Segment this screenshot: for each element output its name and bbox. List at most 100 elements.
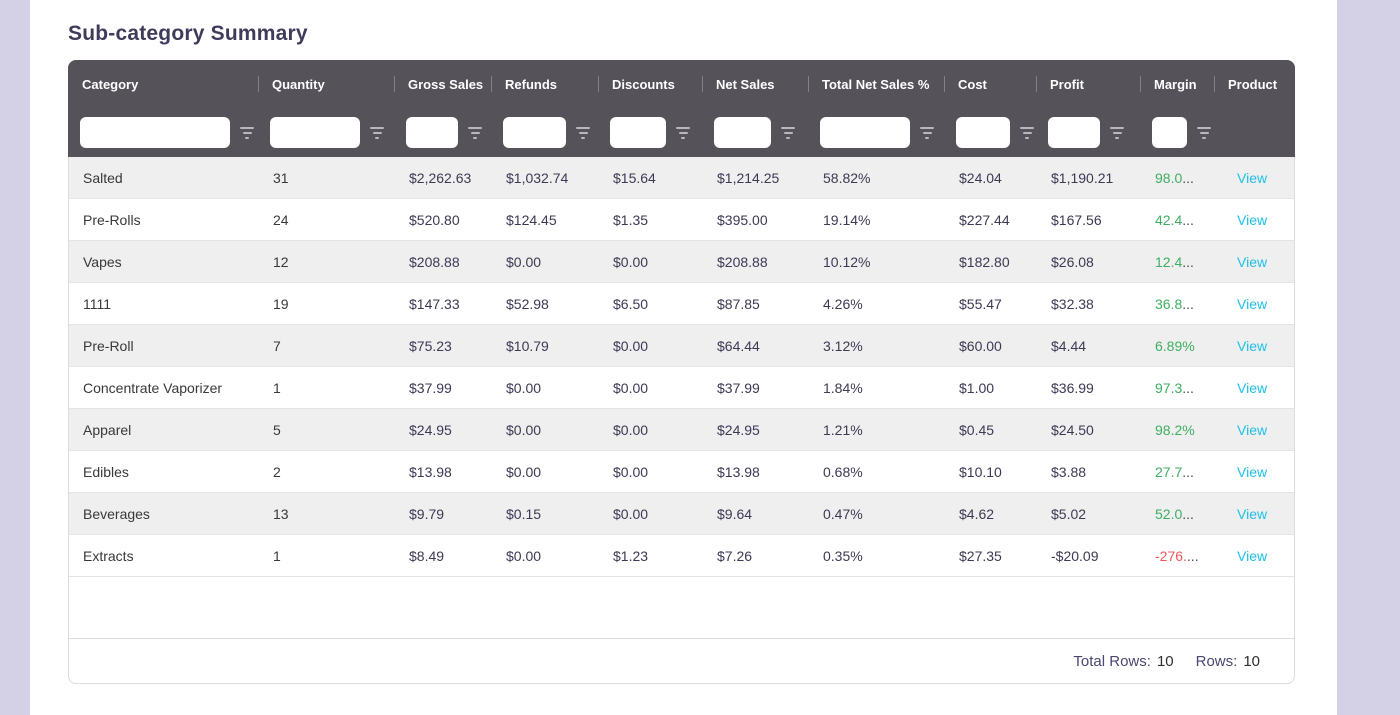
cell-profit: $4.44 xyxy=(1037,338,1141,354)
cell-gross-sales: $520.80 xyxy=(395,212,492,228)
view-product-link[interactable]: View xyxy=(1237,380,1267,396)
cell-net-sales: $7.26 xyxy=(703,548,809,564)
table-row: Salted31$2,262.63$1,032.74$15.64$1,214.2… xyxy=(69,157,1294,199)
view-product-link[interactable]: View xyxy=(1237,506,1267,522)
filter-icon[interactable] xyxy=(1197,127,1211,139)
view-product-link[interactable]: View xyxy=(1237,212,1267,228)
column-header-discounts[interactable]: Discounts xyxy=(598,60,702,108)
filter-icon[interactable] xyxy=(370,127,384,139)
cell-margin: 97.3... xyxy=(1141,380,1215,396)
cell-gross-sales: $208.88 xyxy=(395,254,492,270)
cell-category: Apparel xyxy=(69,422,259,438)
cell-gross-sales: $8.49 xyxy=(395,548,492,564)
filter-cell-product xyxy=(1214,108,1295,157)
cell-category: Beverages xyxy=(69,506,259,522)
filter-icon[interactable] xyxy=(240,127,254,139)
cell-net-sales: $208.88 xyxy=(703,254,809,270)
cell-category: Salted xyxy=(69,170,259,186)
view-product-link[interactable]: View xyxy=(1237,422,1267,438)
cell-product: View xyxy=(1215,296,1296,312)
cell-margin: 27.7... xyxy=(1141,464,1215,480)
table-row: Edibles2$13.98$0.00$0.00$13.980.68%$10.1… xyxy=(69,451,1294,493)
cell-gross-sales: $24.95 xyxy=(395,422,492,438)
column-header-net-sales[interactable]: Net Sales xyxy=(702,60,808,108)
cell-quantity: 1 xyxy=(259,548,395,564)
margin-value: 98.2% xyxy=(1155,422,1195,438)
cell-refunds: $0.00 xyxy=(492,422,599,438)
column-header-refunds[interactable]: Refunds xyxy=(491,60,598,108)
column-header-gross-sales[interactable]: Gross Sales xyxy=(394,60,491,108)
table-row: Pre-Roll7$75.23$10.79$0.00$64.443.12%$60… xyxy=(69,325,1294,367)
filter-icon[interactable] xyxy=(676,127,690,139)
cell-margin: 36.8... xyxy=(1141,296,1215,312)
cell-cost: $227.44 xyxy=(945,212,1037,228)
filter-input-net-sales[interactable] xyxy=(714,117,771,148)
margin-truncation-dots: ... xyxy=(1182,254,1194,270)
column-separator xyxy=(491,76,492,92)
filter-icon[interactable] xyxy=(920,127,934,139)
cell-total-net-sales-pct: 0.47% xyxy=(809,506,945,522)
filter-input-total-net-sales[interactable] xyxy=(820,117,910,148)
margin-value: 36.8 xyxy=(1155,296,1182,312)
column-label: Quantity xyxy=(272,77,325,92)
cell-margin: 42.4... xyxy=(1141,212,1215,228)
column-header-profit[interactable]: Profit xyxy=(1036,60,1140,108)
column-header-product[interactable]: Product xyxy=(1214,60,1295,108)
cell-net-sales: $1,214.25 xyxy=(703,170,809,186)
cell-refunds: $0.00 xyxy=(492,464,599,480)
filter-icon[interactable] xyxy=(576,127,590,139)
column-label: Profit xyxy=(1050,77,1084,92)
filter-icon[interactable] xyxy=(781,127,795,139)
column-separator xyxy=(258,76,259,92)
table-header-row: Category Quantity Gross SalesRefundsDiscou… xyxy=(68,60,1295,108)
column-header-margin[interactable]: Margin xyxy=(1140,60,1214,108)
view-product-link[interactable]: View xyxy=(1237,296,1267,312)
column-separator xyxy=(808,76,809,92)
filter-input-cost[interactable] xyxy=(956,117,1010,148)
column-label: Cost xyxy=(958,77,987,92)
view-product-link[interactable]: View xyxy=(1237,464,1267,480)
cell-total-net-sales-pct: 19.14% xyxy=(809,212,945,228)
cell-profit: -$20.09 xyxy=(1037,548,1141,564)
cell-refunds: $1,032.74 xyxy=(492,170,599,186)
cell-total-net-sales-pct: 58.82% xyxy=(809,170,945,186)
view-product-link[interactable]: View xyxy=(1237,254,1267,270)
cell-gross-sales: $75.23 xyxy=(395,338,492,354)
column-header-category[interactable]: Category xyxy=(68,60,258,108)
filter-cell-category xyxy=(68,108,258,157)
cell-net-sales: $13.98 xyxy=(703,464,809,480)
margin-value: 52.0 xyxy=(1155,506,1182,522)
column-separator xyxy=(1140,76,1141,92)
view-product-link[interactable]: View xyxy=(1237,548,1267,564)
filter-input-margin[interactable] xyxy=(1152,117,1187,148)
filter-icon[interactable] xyxy=(1110,127,1124,139)
filter-input-discounts[interactable] xyxy=(610,117,666,148)
filter-input-profit[interactable] xyxy=(1048,117,1100,148)
page-title: Sub-category Summary xyxy=(68,22,1337,46)
column-separator xyxy=(394,76,395,92)
column-header-quantity[interactable]: Quantity xyxy=(258,60,394,108)
cell-refunds: $0.00 xyxy=(492,548,599,564)
cell-profit: $36.99 xyxy=(1037,380,1141,396)
cell-gross-sales: $13.98 xyxy=(395,464,492,480)
filter-icon[interactable] xyxy=(468,127,482,139)
table-row: 111119$147.33$52.98$6.50$87.854.26%$55.4… xyxy=(69,283,1294,325)
view-product-link[interactable]: View xyxy=(1237,338,1267,354)
margin-truncation-dots: ... xyxy=(1182,506,1194,522)
column-header-cost[interactable]: Cost xyxy=(944,60,1036,108)
view-product-link[interactable]: View xyxy=(1237,170,1267,186)
filter-input-refunds[interactable] xyxy=(503,117,566,148)
column-header-total-net-sales[interactable]: Total Net Sales % xyxy=(808,60,944,108)
cell-cost: $0.45 xyxy=(945,422,1037,438)
filter-input-quantity[interactable] xyxy=(270,117,360,148)
cell-net-sales: $9.64 xyxy=(703,506,809,522)
rows-counter: Rows: 10 xyxy=(1196,653,1260,670)
filter-input-gross-sales[interactable] xyxy=(406,117,458,148)
column-label: Margin xyxy=(1154,77,1197,92)
cell-quantity: 7 xyxy=(259,338,395,354)
filter-icon[interactable] xyxy=(1020,127,1034,139)
cell-discounts: $0.00 xyxy=(599,338,703,354)
cell-category: Vapes xyxy=(69,254,259,270)
filter-input-category[interactable] xyxy=(80,117,230,148)
margin-truncation-dots: ... xyxy=(1182,212,1194,228)
